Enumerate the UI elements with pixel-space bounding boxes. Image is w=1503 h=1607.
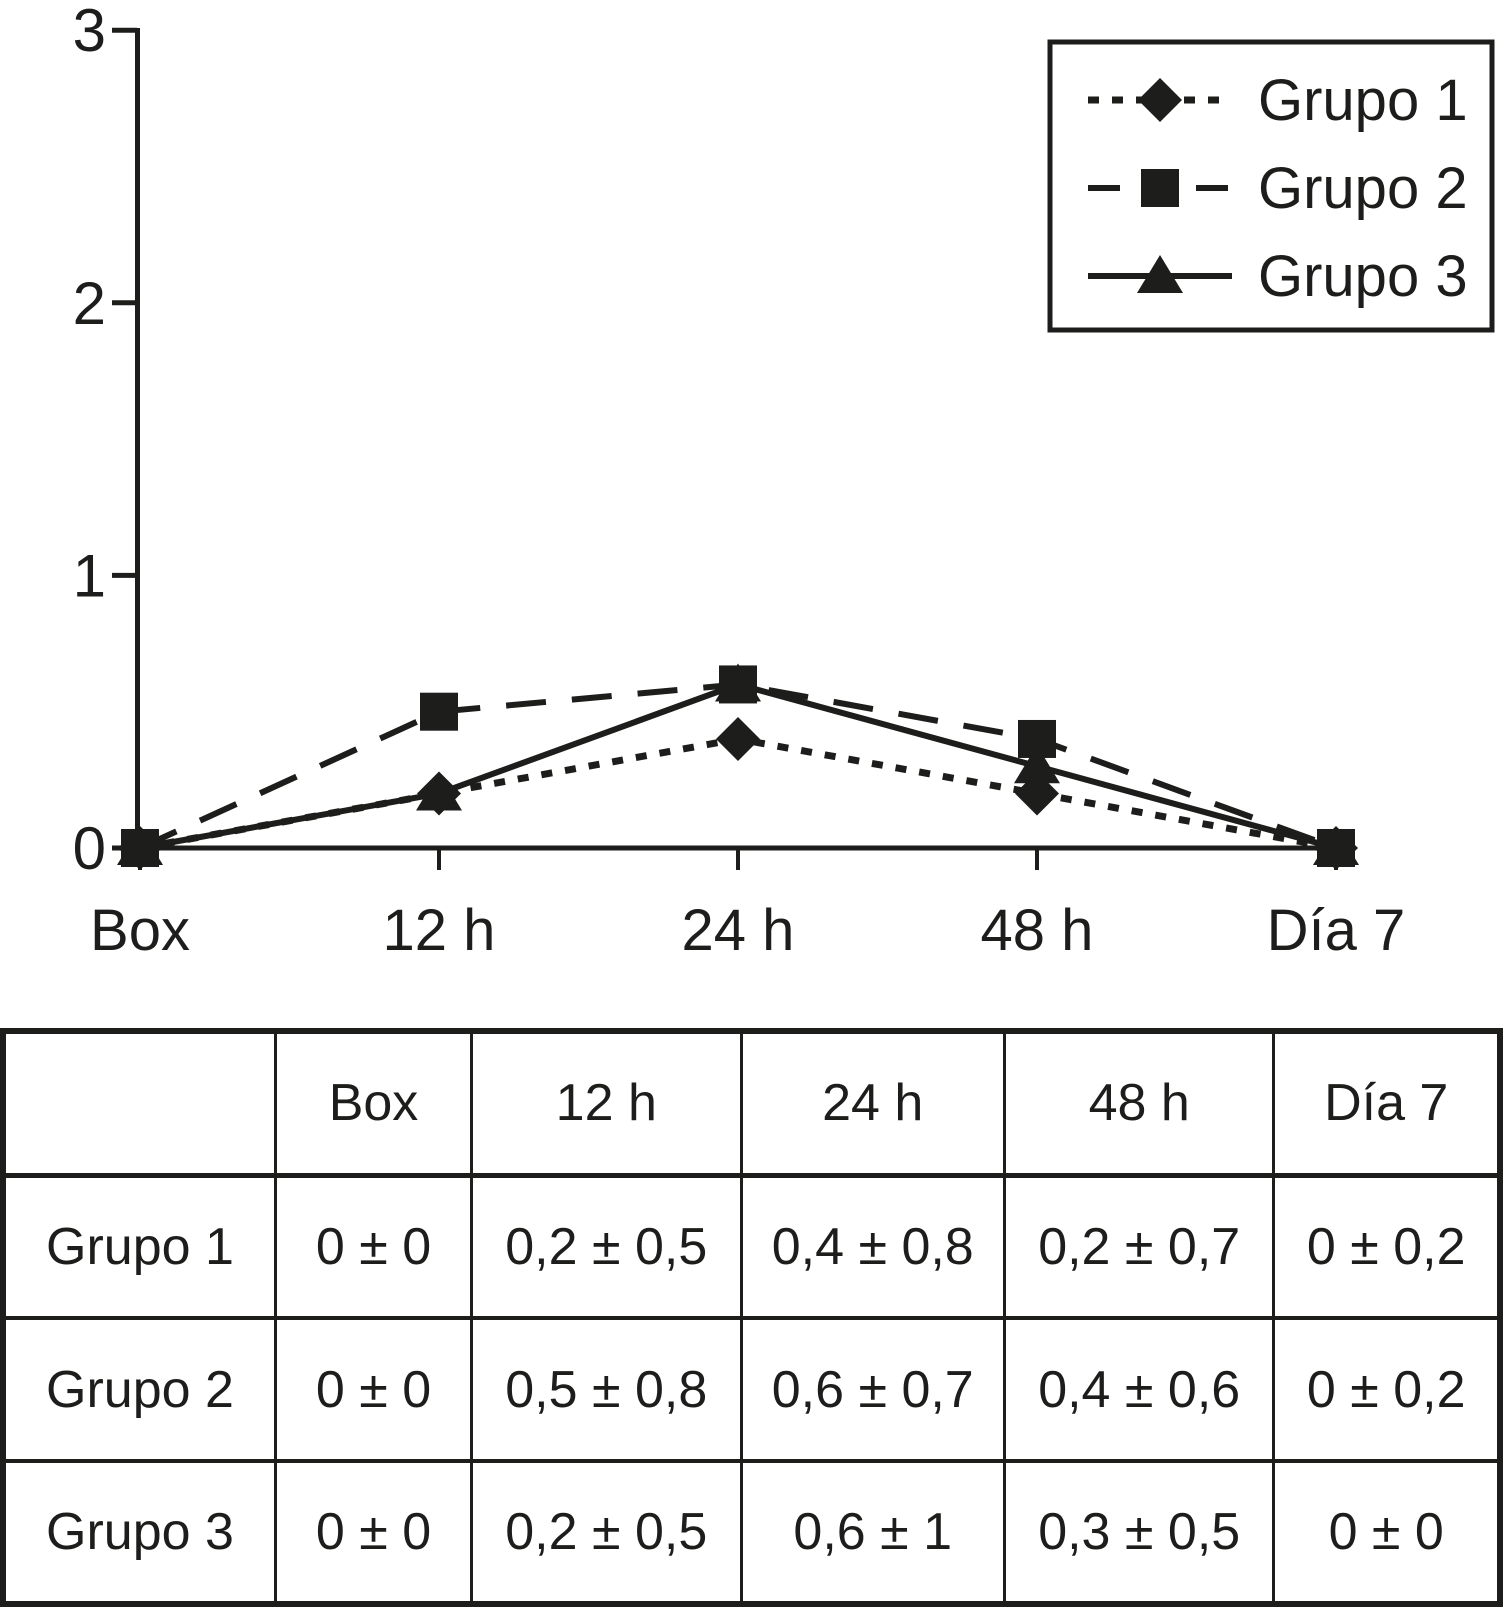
table-cell: 0,6 ± 0,7	[739, 1316, 1006, 1463]
table-header-24h: 24 h	[739, 1029, 1006, 1177]
table-cell: 0,2 ± 0,7	[1002, 1173, 1276, 1320]
legend-box	[1047, 39, 1495, 333]
table-cell: 0 ± 0,2	[1272, 1173, 1502, 1320]
table-cell: 0,4 ± 0,8	[739, 1173, 1006, 1320]
x-tick-label: 48 h	[981, 898, 1094, 963]
axes	[131, 28, 1352, 851]
legend-label: Grupo 2	[1258, 156, 1468, 221]
legend-item-grupo-1: Grupo 1	[1088, 68, 1468, 133]
square-marker-icon	[1317, 829, 1355, 867]
diamond-marker-icon	[716, 716, 760, 761]
legend-item-grupo-2: Grupo 2	[1088, 156, 1468, 221]
legend: Grupo 1 Grupo 2 Grupo 3	[1047, 39, 1495, 333]
row-label: Grupo 3	[1, 1459, 277, 1606]
table-header-48h: 48 h	[1002, 1029, 1276, 1177]
table-cell: 0,4 ± 0,6	[1002, 1316, 1276, 1463]
square-marker-icon	[121, 829, 159, 867]
triangle-marker-icon	[1137, 255, 1183, 293]
table-cell: 0 ± 0	[273, 1173, 474, 1320]
row-label: Grupo 1	[1, 1173, 277, 1320]
table-cell: 0 ± 0	[273, 1316, 474, 1463]
y-tick-label: 0	[73, 815, 106, 882]
triangle-marker-icon	[416, 772, 462, 811]
table-row-grupo-3: Grupo 3 0 ± 0 0,2 ± 0,5 0,6 ± 1 0,3 ± 0,…	[1, 1459, 1502, 1606]
series-line	[139, 681, 1337, 851]
table-header-empty	[1, 1029, 277, 1177]
table-cell: 0,3 ± 0,5	[1002, 1459, 1276, 1606]
table-header-box: Box	[273, 1029, 474, 1177]
diamond-marker-icon	[1138, 78, 1182, 122]
y-ticks: 0 1 2 3	[73, 0, 137, 882]
line-chart: 0 1 2 3 Box 12 h 24 h 48 h Día 7 Grupo 1 Grupo 2 Gr…	[73, 0, 1495, 963]
table-cell: 0 ± 0,2	[1272, 1316, 1502, 1463]
square-marker-icon	[719, 665, 757, 704]
y-tick-label: 1	[73, 542, 106, 609]
summary-table: Box 12 h 24 h 48 h Día 7 Grupo 1 0 ± 0 0…	[0, 1028, 1503, 1607]
table-header-12h: 12 h	[470, 1029, 743, 1177]
legend-label: Grupo 3	[1258, 244, 1468, 309]
square-marker-icon	[420, 692, 458, 731]
table-cell: 0,2 ± 0,5	[470, 1173, 743, 1320]
table-row-grupo-2: Grupo 2 0 ± 0 0,5 ± 0,8 0,6 ± 0,7 0,4 ± …	[1, 1316, 1502, 1463]
square-marker-icon	[1141, 169, 1179, 207]
x-tick-label: Día 7	[1267, 898, 1406, 963]
legend-label: Grupo 1	[1258, 68, 1468, 133]
series-line	[138, 681, 1338, 851]
table-cell: 0,5 ± 0,8	[470, 1316, 743, 1463]
x-ticks: Box 12 h 24 h 48 h Día 7	[90, 848, 1405, 963]
series-grupo-2	[121, 665, 1355, 867]
x-tick-label: Box	[90, 898, 190, 963]
table-cell: 0,2 ± 0,5	[470, 1459, 743, 1606]
x-tick-label: 12 h	[383, 898, 496, 963]
table-row-grupo-1: Grupo 1 0 ± 0 0,2 ± 0,5 0,4 ± 0,8 0,2 ± …	[1, 1173, 1502, 1320]
y-tick-label: 2	[73, 270, 106, 337]
triangle-marker-icon	[1014, 745, 1060, 784]
square-marker-icon	[1018, 719, 1056, 758]
table-header-dia7: Día 7	[1272, 1029, 1502, 1177]
table-cell: 0 ± 0	[273, 1459, 474, 1606]
table-cell: 0,6 ± 1	[739, 1459, 1006, 1606]
x-tick-label: 24 h	[682, 898, 795, 963]
row-label: Grupo 2	[1, 1316, 277, 1463]
table-cell: 0 ± 0	[1272, 1459, 1502, 1606]
y-tick-label: 3	[73, 0, 106, 64]
legend-item-grupo-3: Grupo 3	[1088, 244, 1468, 309]
table-header-row: Box 12 h 24 h 48 h Día 7	[1, 1029, 1502, 1177]
summary-table-wrap: Box 12 h 24 h 48 h Día 7 Grupo 1 0 ± 0 0…	[0, 1028, 1503, 1607]
